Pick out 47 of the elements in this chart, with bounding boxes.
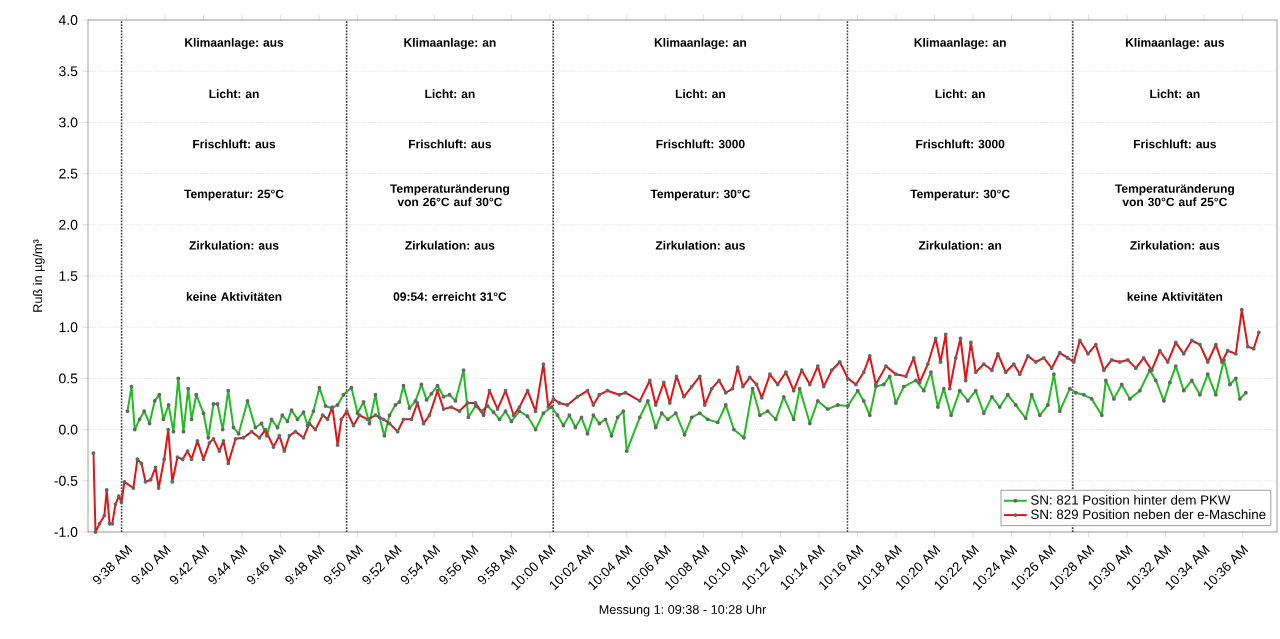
annotation: Temperaturänderung von 30°C auf 25°C: [1115, 184, 1234, 207]
annotation: Zirkulation: aus: [655, 240, 745, 250]
y-tick-label: 0.5: [59, 373, 78, 384]
y-tick-label: -1.0: [54, 527, 78, 537]
annotation: Zirkulation: aus: [189, 240, 279, 250]
annotation: Licht: an: [1150, 89, 1200, 99]
annotation: Temperatur: 30°C: [650, 189, 751, 201]
y-tick-label: 4.0: [58, 15, 78, 25]
y-tick-label: 0.0: [59, 424, 78, 435]
legend-label: SN: 821 Position hinter dem PKW: [1031, 494, 1231, 505]
y-tick-label: 2.0: [59, 219, 78, 230]
annotation: Klimaanlage: an: [914, 37, 1006, 50]
annotation: Temperatur: 30°C: [910, 189, 1010, 201]
annotation: keine Aktivitäten: [186, 292, 282, 301]
annotation: Frischluft: aus: [193, 139, 276, 149]
annotation: Licht: an: [935, 89, 985, 99]
annotation: Frischluft: aus: [409, 139, 492, 149]
annotation: Licht: an: [209, 89, 259, 99]
annotation: Licht: an: [675, 89, 725, 99]
y-tick-label: -0.5: [54, 475, 78, 486]
y-tick-label: 3.5: [59, 66, 78, 77]
x-axis-title: Messung 1: 09:38 - 10:28 Uhr: [599, 604, 767, 617]
annotation: Frischluft: aus: [1133, 139, 1217, 149]
legend-label: SN: 829 Position neben der e-Maschine: [1031, 509, 1266, 520]
annotation: Klimaanlage: an: [404, 37, 496, 50]
y-axis-title: Ruß in µg/m³: [32, 239, 45, 312]
annotation: Frischluft: 3000: [656, 139, 745, 149]
annotation: Klimaanlage: aus: [185, 37, 284, 50]
annotation: Temperatur: 25°C: [184, 189, 284, 201]
y-tick-label: 3.0: [59, 117, 78, 128]
x-tick-label: 9:52 AM: [362, 544, 402, 585]
annotation: 09:54: erreicht 31°C: [393, 292, 507, 301]
annotation: Licht: an: [425, 89, 475, 99]
y-tick-label: 2.5: [59, 168, 78, 179]
annotation: Zirkulation: aus: [405, 240, 495, 250]
x-tick-label: 9:56 AM: [439, 544, 479, 585]
y-tick-label: 1.0: [59, 322, 78, 333]
x-tick-label: 9:48 AM: [285, 544, 325, 585]
annotation: Klimaanlage: an: [654, 37, 746, 50]
annotation: Zirkulation: aus: [1130, 240, 1220, 250]
x-tick-label: 9:44 AM: [208, 544, 248, 585]
annotation: keine Aktivitäten: [1127, 292, 1223, 301]
annotation: Frischluft: 3000: [916, 139, 1005, 149]
annotation: Temperaturänderung von 26°C auf 30°C: [390, 184, 509, 207]
annotation: Zirkulation: an: [918, 240, 1002, 250]
y-tick-label: 1.5: [59, 271, 78, 281]
annotation: Klimaanlage: aus: [1125, 37, 1225, 50]
